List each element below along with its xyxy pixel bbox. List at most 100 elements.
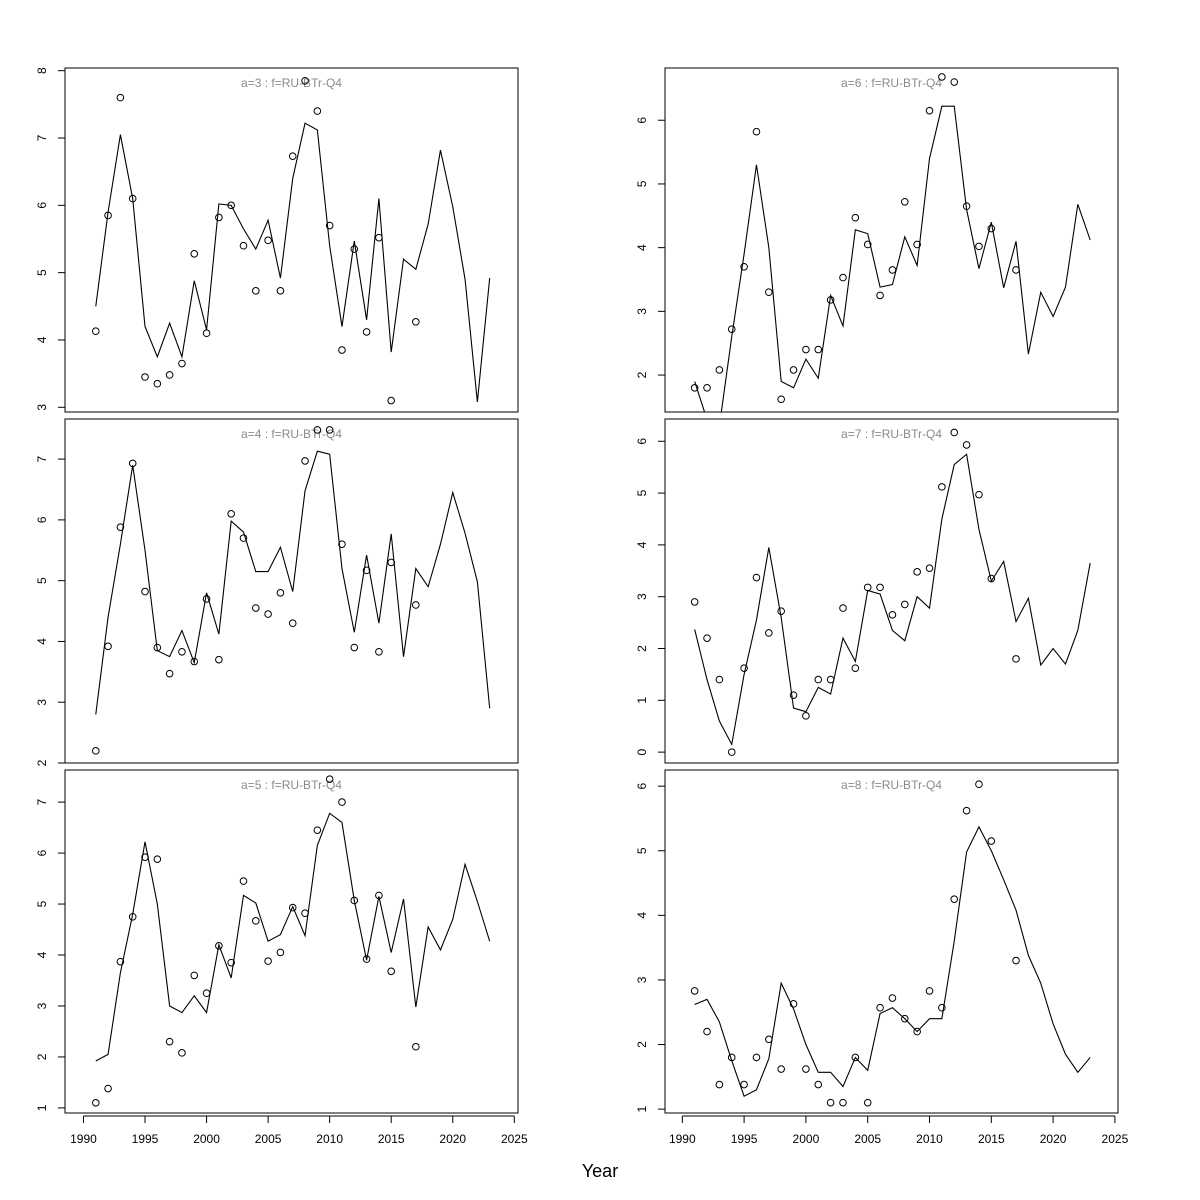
observation [276,589,285,597]
observation [802,712,810,720]
observation [851,664,860,672]
y-tick-label: 4 [35,951,49,958]
observation [91,1099,100,1107]
x-tick-label: 2025 [1102,1132,1129,1146]
observation [863,240,872,249]
y-tick-label: 0 [635,748,649,755]
x-axis-label: Year [582,1161,618,1181]
observation [412,317,420,326]
observation [165,669,174,678]
observation [350,896,359,905]
observation [375,233,383,242]
y-tick-label: 4 [635,912,649,919]
observation [715,675,724,684]
observation [913,240,921,249]
observation [987,574,996,583]
observation [690,987,699,995]
observation [715,1080,724,1089]
observation [876,1003,884,1012]
y-tick-label: 6 [35,516,49,523]
observation [826,1098,835,1107]
y-tick-label: 6 [35,202,49,209]
observation [362,566,371,575]
observation [789,1000,798,1008]
observation [313,426,322,434]
observation [264,610,272,618]
panel-frame [664,67,1119,413]
y-tick-label: 6 [635,782,649,789]
y-tick-label: 4 [35,638,49,645]
observation [777,395,785,404]
observation [1012,956,1020,965]
observation [975,780,983,789]
observation [153,379,162,388]
observation [239,241,248,250]
x-tick-label: 2010 [916,1132,943,1146]
observation [387,558,396,567]
observation [715,366,724,374]
observation [925,987,934,995]
y-tick-label: 2 [635,371,649,378]
observation [325,775,334,783]
y-tick-label: 6 [635,438,649,445]
observation [740,664,748,672]
observation [851,213,860,222]
observation [752,127,761,136]
observation [387,967,396,976]
observation [178,1049,186,1057]
observation [91,327,100,336]
observation [777,607,785,616]
y-tick-label: 6 [635,117,649,124]
observation [740,262,748,271]
observation [962,202,971,211]
observation [215,942,223,950]
observation [202,595,211,603]
observation [325,426,334,434]
x-tick-label: 2025 [501,1132,528,1146]
observation [412,601,420,609]
observation [765,288,773,297]
y-tick-label: 3 [635,976,649,983]
y-tick-label: 3 [35,699,49,706]
y-tick-label: 5 [635,489,649,496]
observation [814,345,823,354]
observation [190,250,199,258]
observation [227,201,235,210]
observation [987,224,996,233]
observation [900,197,909,206]
observation [141,587,149,596]
observation [288,903,297,912]
observation [190,971,199,980]
y-tick-label: 3 [635,593,649,600]
observation [876,291,884,300]
observation [888,994,897,1002]
observation [863,583,872,592]
panel-title: a=4 : f=RU-BTr-Q4 [241,427,342,441]
observation [925,106,934,115]
x-tick-label: 1990 [669,1132,696,1146]
fit-line [95,450,491,715]
y-tick-label: 7 [35,134,49,141]
panel-title: a=3 : f=RU-BTr-Q4 [241,76,342,90]
observation [325,221,334,230]
observation [153,855,162,863]
fit-line [694,825,1091,1097]
observation [215,213,223,222]
observation [900,1014,909,1023]
x-tick-label: 2020 [439,1132,466,1146]
observation [802,1065,810,1073]
observation [703,1027,711,1036]
observation [826,675,835,684]
observation [288,619,297,628]
observation [116,523,125,531]
observation [765,629,773,637]
observation [227,510,235,518]
observation [727,1053,736,1062]
y-tick-label: 1 [635,1105,649,1112]
x-tick-label: 2000 [193,1132,220,1146]
observation [128,912,137,921]
observation [839,1098,847,1107]
y-tick-label: 2 [35,759,49,766]
x-tick-label: 2015 [978,1132,1005,1146]
observation [264,957,272,965]
